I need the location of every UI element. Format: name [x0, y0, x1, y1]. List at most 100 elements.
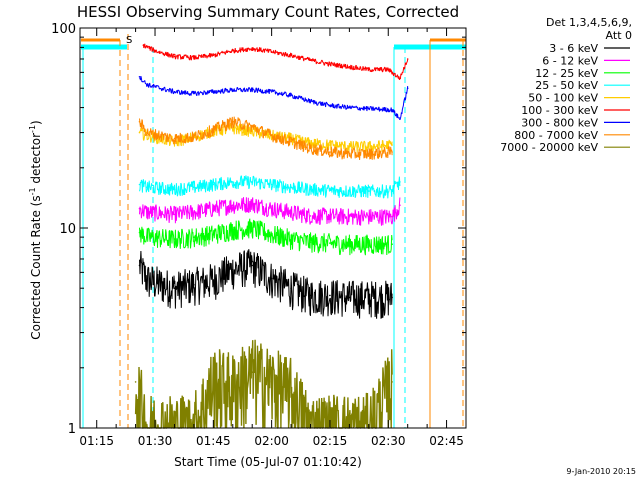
data-point-3-3 [193, 186, 195, 188]
data-point-2-11 [348, 243, 351, 245]
data-point-0-4 [212, 279, 215, 281]
data-point-7-4 [212, 128, 215, 131]
data-point-6-6 [251, 89, 253, 91]
data-point-5-8 [290, 54, 292, 57]
data-point-1-11 [348, 215, 351, 218]
data-point-5-1 [154, 49, 156, 52]
data-point-3-9 [309, 188, 312, 191]
data-point-7-10 [329, 151, 331, 153]
legend-label-0: 3 - 6 keV [549, 42, 598, 55]
data-point-0-6 [251, 264, 253, 267]
data-point-7-12 [368, 153, 370, 155]
data-point-5-14 [399, 77, 401, 80]
data-point-1-4 [212, 207, 215, 210]
data-point-7-5 [232, 120, 234, 123]
data-point-5-10 [329, 63, 331, 65]
x-axis-label: Start Time (05-Jul-07 01:10:42) [174, 455, 362, 469]
overlay-layer: S [81, 34, 466, 428]
data-point-1-7 [270, 207, 273, 210]
data-point-2-2 [173, 238, 176, 240]
data-point-5-0 [142, 44, 145, 46]
data-point-4-6 [251, 130, 253, 132]
x-tick-label-0: 01:15 [79, 434, 114, 448]
data-point-3-1 [146, 186, 148, 188]
data-point-1-12 [368, 215, 370, 218]
x-tick-label-5: 02:30 [371, 434, 406, 448]
data-point-3-12 [368, 190, 370, 192]
x-tick-label-4: 02:15 [313, 434, 348, 448]
data-point-5-15 [406, 58, 409, 60]
data-point-3-10 [329, 189, 331, 192]
data-point-7-13 [391, 151, 393, 153]
data-point-1-8 [290, 211, 292, 213]
series-6 [138, 75, 409, 120]
y-tick-label-2: 100 [51, 22, 76, 37]
legend-label-8: 7000 - 20000 keV [500, 141, 598, 154]
data-point-6-0 [138, 76, 141, 78]
data-point-2-4 [212, 233, 215, 236]
x-tick-label-6: 02:45 [429, 434, 464, 448]
data-point-3-6 [251, 181, 253, 183]
series-line-1 [139, 197, 401, 226]
data-point-5-13 [387, 68, 390, 71]
data-point-6-10 [329, 104, 331, 107]
data-point-0-9 [309, 294, 312, 297]
data-point-5-6 [251, 47, 253, 50]
data-point-2-10 [329, 242, 331, 244]
data-point-6-2 [173, 91, 176, 93]
data-point-3-4 [212, 183, 215, 186]
data-point-6-5 [232, 89, 234, 91]
data-point-6-8 [290, 94, 292, 97]
data-point-3-0 [138, 183, 141, 186]
ticks-layer: 01:15 01:30 01:45 02:00 02:15 02:30 02:45 1 10 10… [51, 22, 466, 448]
saa-label: S [126, 35, 132, 46]
data-point-8-5 [232, 386, 234, 389]
legend-label-5: 100 - 300 keV [521, 104, 598, 117]
data-point-2-5 [232, 229, 234, 231]
y-axis-label: Corrected Count Rate (s-1 detector-1) [28, 120, 43, 339]
data-point-8-13 [391, 381, 393, 383]
data-point-0-3 [193, 284, 195, 286]
series-line-0 [139, 249, 393, 319]
data-point-4-10 [329, 144, 331, 146]
data-point-0-10 [329, 294, 331, 297]
data-point-6-14 [399, 118, 401, 120]
x-tick-label-1: 01:30 [138, 434, 173, 448]
data-point-4-13 [391, 144, 393, 146]
x-tick-label-2: 01:45 [196, 434, 231, 448]
data-point-7-0 [138, 120, 141, 123]
data-point-0-11 [348, 296, 351, 299]
data-point-0-0 [138, 264, 141, 267]
data-point-2-0 [138, 231, 141, 234]
series-2 [138, 218, 393, 256]
data-point-0-12 [368, 296, 370, 299]
legend-label-6: 300 - 800 keV [521, 116, 598, 129]
data-point-5-2 [173, 55, 176, 58]
data-point-0-5 [232, 268, 234, 271]
data-point-1-9 [309, 215, 312, 217]
data-point-0-7 [270, 277, 273, 280]
data-point-8-8 [290, 392, 292, 394]
data-point-6-11 [348, 106, 351, 109]
data-point-7-9 [309, 147, 312, 150]
legend-label-4: 50 - 100 keV [528, 92, 598, 105]
data-point-8-7 [270, 381, 273, 383]
data-point-6-4 [212, 91, 215, 93]
data-point-2-6 [251, 227, 253, 229]
y-tick-label-0: 1 [68, 422, 76, 437]
data-point-7-6 [251, 126, 253, 128]
x-tick-label-3: 02:00 [254, 434, 289, 448]
data-point-7-8 [290, 140, 292, 143]
data-point-5-4 [212, 54, 215, 57]
data-point-3-5 [232, 181, 234, 183]
data-point-0-1 [146, 279, 148, 281]
data-point-7-1 [146, 131, 148, 134]
legend-label-3: 25 - 50 keV [535, 79, 598, 92]
footer-date: 9-Jan-2010 20:15 [566, 467, 636, 476]
data-point-6-9 [309, 100, 312, 103]
legend-header-line-2: Att 0 [606, 29, 632, 42]
data-point-2-13 [391, 243, 393, 245]
data-point-8-6 [251, 371, 253, 374]
